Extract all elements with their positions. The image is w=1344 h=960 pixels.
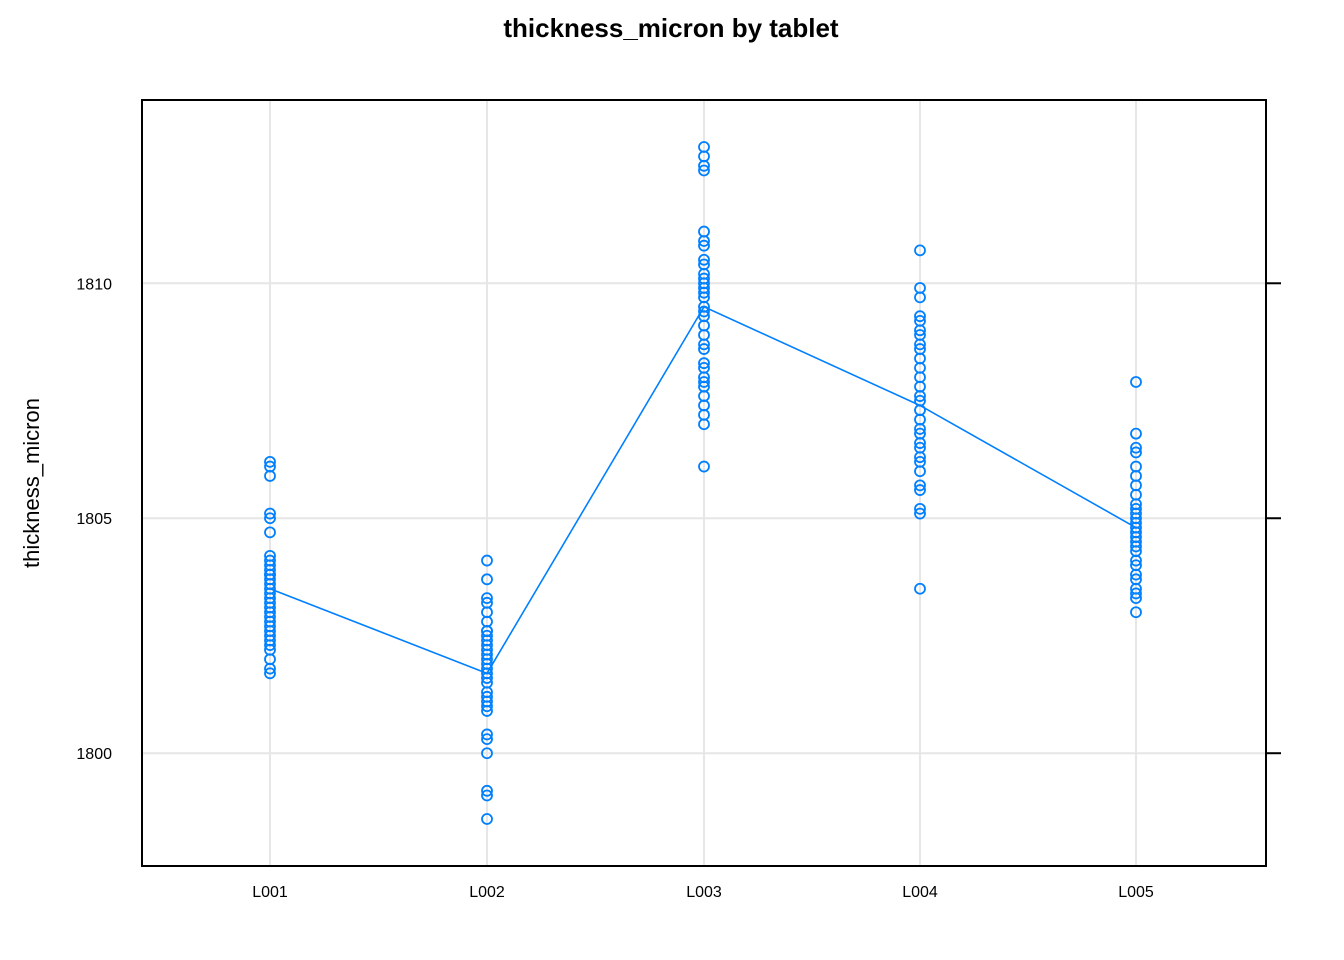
data-point xyxy=(914,437,926,449)
data-point xyxy=(264,526,276,539)
data-point xyxy=(698,286,710,299)
data-point xyxy=(1130,441,1142,454)
x-tick-label: L002 xyxy=(469,884,505,901)
data-point xyxy=(698,253,710,266)
data-point xyxy=(481,554,493,567)
data-point xyxy=(481,728,493,741)
axis-layer: 1800 1805 1810 L001 L002 L003 L004 L005 xyxy=(76,99,1281,901)
data-point xyxy=(914,502,926,515)
data-point xyxy=(698,418,710,431)
x-tick-label: L004 xyxy=(902,884,938,901)
data-point xyxy=(698,343,710,355)
data-point xyxy=(481,733,493,746)
data-point xyxy=(698,376,710,388)
series-layer xyxy=(264,141,1142,825)
plot-frame xyxy=(141,99,1267,867)
data-point xyxy=(481,705,493,717)
data-point xyxy=(698,338,710,351)
data-point xyxy=(1130,592,1142,605)
data-point xyxy=(264,470,276,482)
data-point xyxy=(914,390,926,402)
data-point xyxy=(481,789,493,802)
data-point xyxy=(264,455,276,468)
y-axis-label: thickness_micron xyxy=(19,398,44,568)
data-point xyxy=(1130,376,1142,388)
data-point xyxy=(1130,446,1142,459)
data-point xyxy=(914,423,926,435)
grid-layer xyxy=(142,100,1266,866)
data-point xyxy=(1130,554,1142,567)
data-point xyxy=(698,460,710,473)
data-point xyxy=(481,784,493,797)
data-point xyxy=(264,667,276,680)
data-point xyxy=(698,357,710,370)
x-tick-label: L003 xyxy=(686,884,722,901)
data-point xyxy=(1130,427,1142,440)
data-point xyxy=(914,507,926,520)
data-point xyxy=(1130,568,1142,581)
data-point xyxy=(481,592,493,605)
data-point xyxy=(698,239,710,252)
data-point xyxy=(914,484,926,496)
data-point xyxy=(264,512,276,525)
data-point xyxy=(914,582,926,595)
data-point xyxy=(481,813,493,825)
x-tick-label: L005 xyxy=(1118,884,1154,901)
y-tick-label: 1800 xyxy=(76,746,112,763)
data-point xyxy=(264,639,276,652)
x-tick-label: L001 xyxy=(252,884,288,901)
data-point xyxy=(698,159,710,172)
data-point xyxy=(914,324,926,337)
data-point xyxy=(1130,540,1142,553)
data-point xyxy=(481,573,493,586)
data-point xyxy=(264,507,276,520)
data-point xyxy=(914,465,926,478)
data-point xyxy=(698,235,710,247)
data-point xyxy=(481,700,493,713)
data-point xyxy=(914,244,926,257)
data-point xyxy=(914,479,926,492)
data-point xyxy=(698,305,710,318)
chart-title: thickness_micron by tablet xyxy=(503,13,839,43)
data-point xyxy=(1130,587,1142,600)
data-point xyxy=(1130,606,1142,619)
y-tick-label: 1805 xyxy=(76,511,112,528)
data-point xyxy=(914,451,926,464)
data-point xyxy=(481,747,493,760)
data-point xyxy=(914,338,926,351)
data-point xyxy=(264,662,276,675)
y-tick-label: 1810 xyxy=(76,276,112,293)
data-point xyxy=(698,164,710,177)
data-point xyxy=(914,310,926,323)
data-point xyxy=(481,672,493,684)
data-point xyxy=(914,291,926,304)
